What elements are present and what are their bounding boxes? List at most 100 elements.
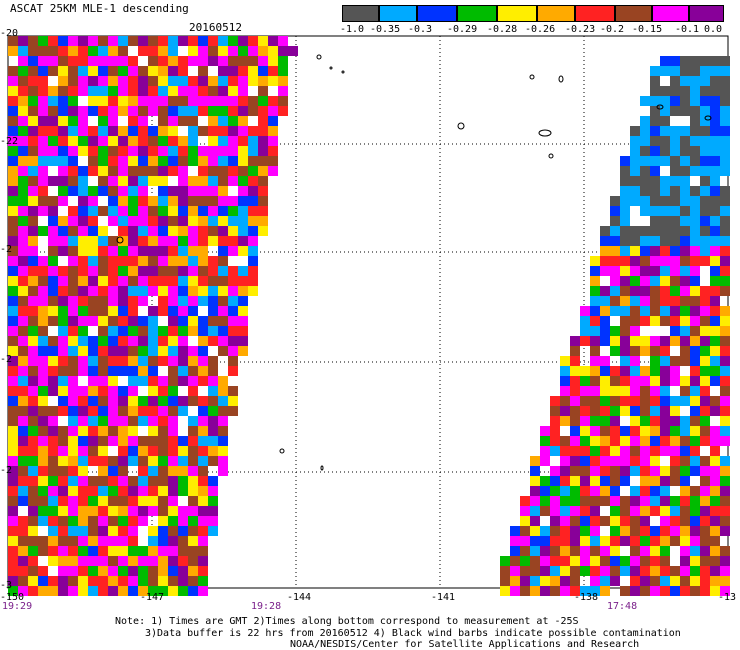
swath-cell xyxy=(540,496,550,506)
swath-cell xyxy=(720,406,730,416)
swath-cell xyxy=(208,316,218,326)
swath-cell xyxy=(660,436,670,446)
swath-cell xyxy=(630,156,640,166)
swath-cell xyxy=(68,56,78,66)
swath-cell xyxy=(208,506,218,516)
swath-cell xyxy=(168,86,178,96)
swath-cell xyxy=(138,266,148,276)
swath-cell xyxy=(178,396,188,406)
swath-cell xyxy=(660,366,670,376)
swath-cell xyxy=(600,536,610,546)
swath-cell xyxy=(38,516,48,526)
swath-cell xyxy=(88,76,98,86)
swath-cell xyxy=(148,316,158,326)
swath-cell xyxy=(128,576,138,586)
swath-cell xyxy=(560,386,570,396)
swath-cell xyxy=(550,436,560,446)
swath-cell xyxy=(78,536,88,546)
swath-cell xyxy=(128,426,138,436)
swath-cell xyxy=(580,486,590,496)
swath-cell xyxy=(670,536,680,546)
swath-cell xyxy=(710,486,720,496)
swath-cell xyxy=(620,246,630,256)
swath-cell xyxy=(98,236,108,246)
swath-cell xyxy=(78,76,88,86)
swath-cell xyxy=(148,76,158,86)
swath-cell xyxy=(58,266,68,276)
swath-cell xyxy=(48,346,58,356)
swath-cell xyxy=(238,316,248,326)
swath-cell xyxy=(118,56,128,66)
swath-cell xyxy=(118,316,128,326)
swath-cell xyxy=(560,456,570,466)
swath-cell xyxy=(68,316,78,326)
swath-cell xyxy=(148,396,158,406)
swath-cell xyxy=(178,586,188,596)
swath-cell xyxy=(248,76,258,86)
swath-cell xyxy=(660,96,670,106)
swath-cell xyxy=(28,196,38,206)
swath-cell xyxy=(108,396,118,406)
swath-cell xyxy=(218,296,228,306)
swath-cell xyxy=(128,396,138,406)
swath-cell xyxy=(570,566,580,576)
swath-cell xyxy=(630,286,640,296)
swath-cell xyxy=(690,436,700,446)
swath-cell xyxy=(68,546,78,556)
swath-cell xyxy=(700,76,710,86)
swath-cell xyxy=(600,286,610,296)
swath-cell xyxy=(620,296,630,306)
swath-cell xyxy=(118,176,128,186)
swath-cell xyxy=(660,216,670,226)
colorbar-swatch xyxy=(689,5,724,22)
swath-cell xyxy=(690,266,700,276)
swath-cell xyxy=(48,276,58,286)
swath-cell xyxy=(58,36,68,46)
swath-cell xyxy=(690,446,700,456)
swath-cell xyxy=(18,66,28,76)
swath-cell xyxy=(68,276,78,286)
swath-cell xyxy=(198,556,208,566)
swath-cell xyxy=(158,296,168,306)
swath-cell xyxy=(168,396,178,406)
swath-cell xyxy=(650,526,660,536)
swath-cell xyxy=(710,536,720,546)
swath-cell xyxy=(248,206,258,216)
swath-cell xyxy=(178,576,188,586)
swath-cell xyxy=(540,536,550,546)
swath-cell xyxy=(700,376,710,386)
swath-cell xyxy=(158,356,168,366)
swath-cell xyxy=(78,326,88,336)
swath-cell xyxy=(58,296,68,306)
swath-cell xyxy=(268,46,278,56)
swath-cell xyxy=(58,276,68,286)
swath-cell xyxy=(188,456,198,466)
swath-cell xyxy=(48,216,58,226)
swath-cell xyxy=(560,416,570,426)
swath-cell xyxy=(700,536,710,546)
swath-cell xyxy=(128,376,138,386)
swath-cell xyxy=(590,376,600,386)
swath-cell xyxy=(148,146,158,156)
swath-cell xyxy=(138,466,148,476)
swath-cell xyxy=(58,386,68,396)
swath-cell xyxy=(88,506,98,516)
swath-cell xyxy=(580,426,590,436)
swath-cell xyxy=(28,96,38,106)
swath-cell xyxy=(620,156,630,166)
swath-cell xyxy=(158,386,168,396)
swath-cell xyxy=(198,156,208,166)
swath-cell xyxy=(590,496,600,506)
swath-cell xyxy=(38,196,48,206)
swath-cell xyxy=(520,516,530,526)
swath-cell xyxy=(640,296,650,306)
swath-cell xyxy=(168,546,178,556)
swath-cell xyxy=(188,506,198,516)
swath-cell xyxy=(640,316,650,326)
swath-cell xyxy=(108,486,118,496)
swath-cell xyxy=(78,306,88,316)
swath-cell xyxy=(640,246,650,256)
swath-cell xyxy=(58,456,68,466)
swath-cell xyxy=(118,496,128,506)
swath-cell xyxy=(78,56,88,66)
